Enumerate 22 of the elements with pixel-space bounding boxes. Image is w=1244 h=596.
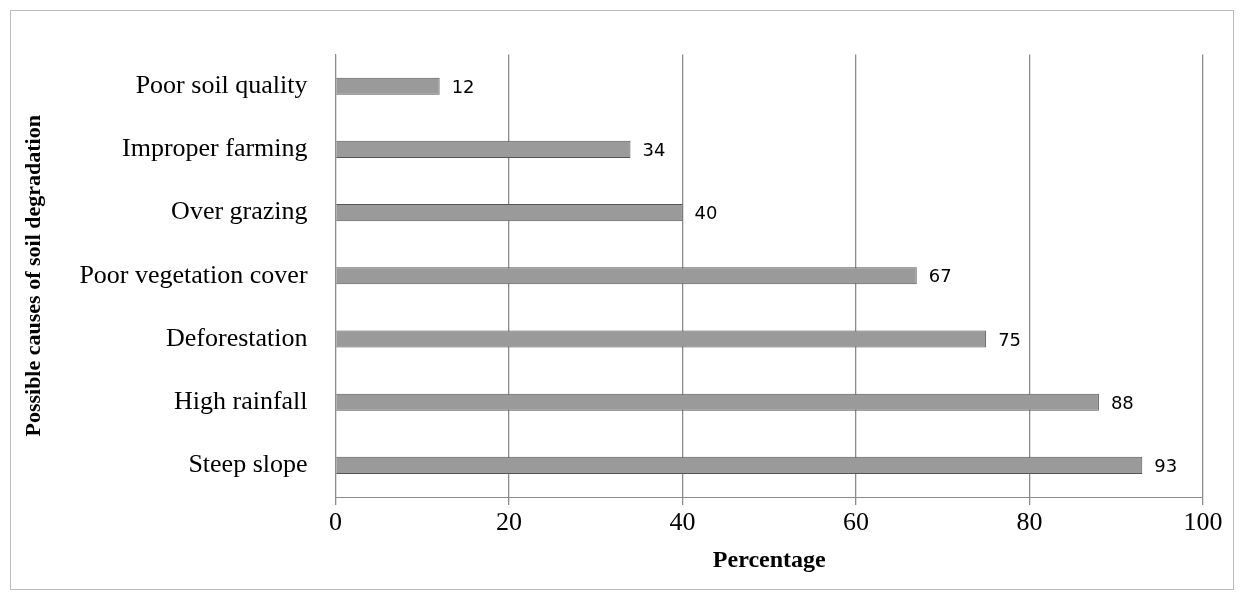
x-tick-label: 100: [1183, 507, 1223, 537]
y-tick-label: Steep slope: [188, 449, 308, 479]
y-tick-label: Deforestation: [166, 322, 308, 352]
y-tick-label: High rainfall: [173, 386, 308, 416]
x-tick-label: 40: [669, 507, 696, 537]
x-tick-label: 80: [1016, 507, 1043, 537]
data-label: 88: [1110, 391, 1134, 413]
y-axis-title: Possible causes of soil degradation: [19, 115, 45, 437]
x-axis-title: Percentage: [712, 545, 827, 572]
data-label: 12: [451, 75, 475, 97]
y-tick-label: Poor soil quality: [135, 70, 308, 100]
x-tick-label: 0: [329, 507, 343, 537]
data-label: 34: [642, 139, 666, 161]
y-tick-label: Improper farming: [122, 133, 308, 163]
data-label: 67: [928, 265, 952, 287]
x-tick-label: 60: [843, 507, 870, 537]
data-label: 75: [998, 328, 1022, 350]
data-label: 40: [694, 202, 718, 224]
x-tick-label: 20: [496, 507, 523, 537]
y-tick-label: Over grazing: [171, 196, 308, 226]
data-label: 93: [1154, 455, 1178, 477]
y-tick-label: Poor vegetation cover: [79, 259, 308, 289]
